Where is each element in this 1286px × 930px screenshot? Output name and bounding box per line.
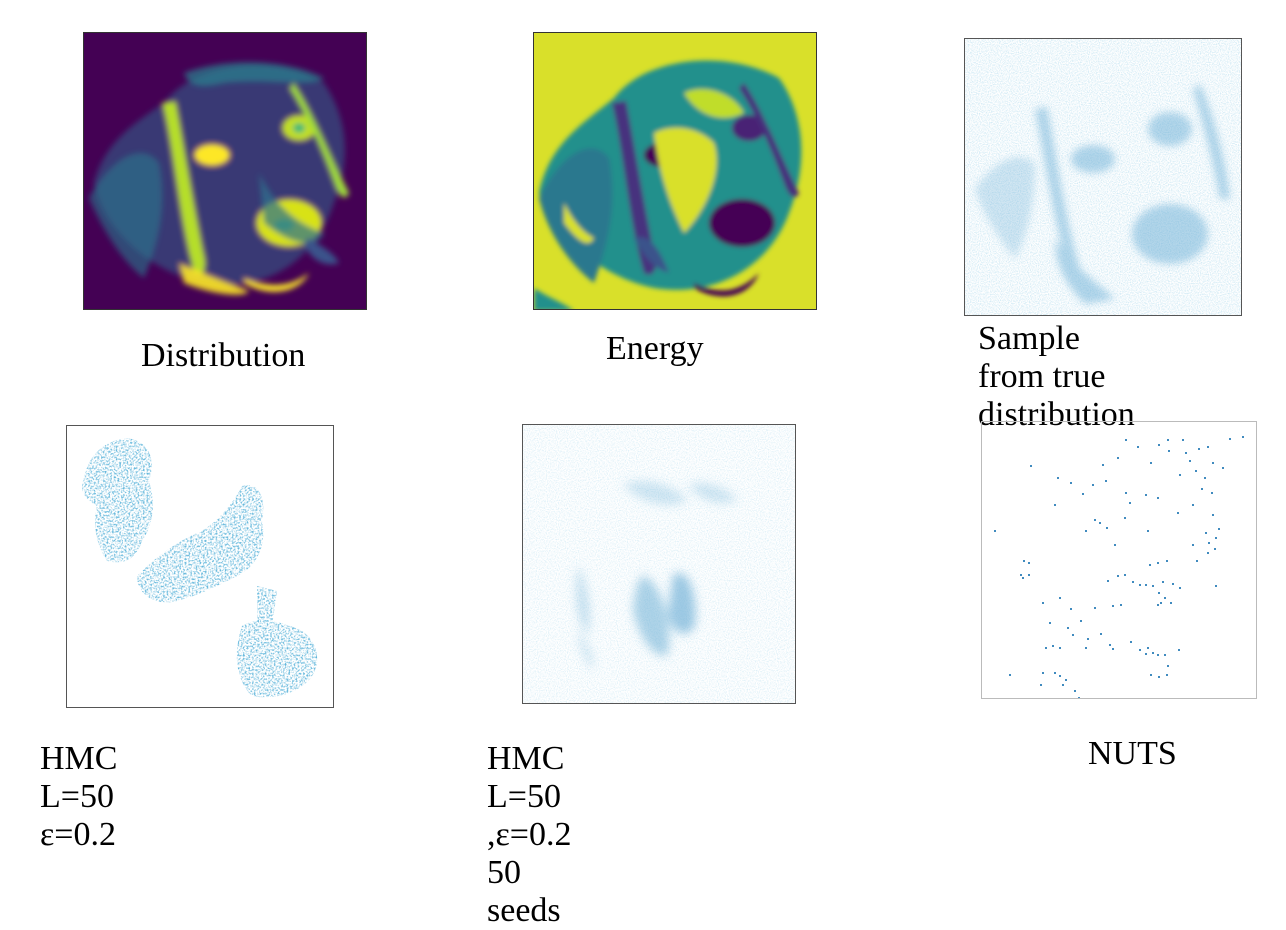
energy-heatmap (533, 32, 817, 310)
distribution-heatmap (83, 32, 367, 310)
energy-caption: Energy (606, 330, 704, 367)
true-sample-scatter (964, 38, 1242, 316)
nuts-caption: NUTS (1088, 735, 1177, 772)
hmc-caption: HMC L=50 ε=0.2 (40, 740, 118, 853)
distribution-caption: Distribution (141, 337, 306, 374)
true-sample-caption: Sample from true distribution (978, 320, 1135, 433)
hmc-trace-scatter (66, 425, 334, 708)
nuts-scatter (981, 421, 1257, 699)
hmc-seeds-caption: HMC L=50 ,ε=0.2 50 seeds (487, 740, 572, 929)
hmc-seeds-scatter (522, 424, 796, 704)
